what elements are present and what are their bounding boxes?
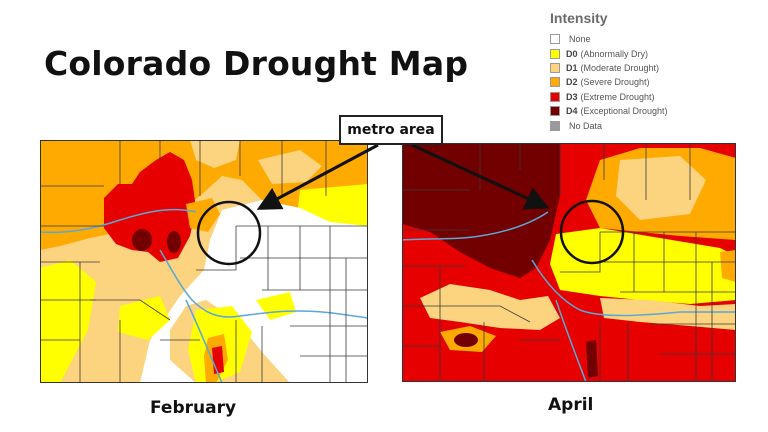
d3-region <box>212 346 224 374</box>
legend-label: No Data <box>569 120 603 131</box>
d1-region <box>616 156 706 220</box>
legend-label: (Severe Drought) <box>580 77 650 88</box>
d1-region <box>600 298 736 330</box>
legend-item-d3: D3 (Extreme Drought) <box>550 90 760 104</box>
legend-swatch-d3 <box>550 91 560 102</box>
callout-arrow-april <box>411 143 550 210</box>
legend-item-d4: D4 (Exceptional Drought) <box>550 104 760 118</box>
legend-swatch-d1 <box>550 62 560 73</box>
page-title: Colorado Drought Map <box>44 44 469 83</box>
river-lines <box>185 299 223 383</box>
legend-item-none: None <box>550 32 760 46</box>
river-lines <box>555 299 587 382</box>
d2-region <box>720 250 736 282</box>
legend-swatch-no-data <box>550 120 560 131</box>
legend-swatch-none <box>550 34 560 45</box>
d4-region <box>132 229 152 251</box>
d1-region <box>258 150 322 184</box>
legend-code: D1 <box>566 62 578 73</box>
legend-title: Intensity <box>550 10 608 26</box>
d4-region <box>167 231 181 253</box>
legend-swatch-d0 <box>550 48 560 59</box>
d0-region <box>40 260 96 383</box>
river-lines <box>40 208 368 319</box>
d4-region <box>402 143 560 278</box>
callout-arrow-february <box>256 143 379 210</box>
none-region <box>140 200 368 383</box>
april-label: April <box>548 395 594 415</box>
metro-area-callout: metro area <box>339 115 443 145</box>
river-lines <box>402 211 736 317</box>
state-border <box>40 140 368 383</box>
d1-region <box>190 140 240 168</box>
county-borders <box>40 140 368 383</box>
legend-code: D2 <box>566 77 578 88</box>
metro-area-circle-april <box>559 199 625 265</box>
february-map <box>40 140 368 383</box>
legend-item-no-data: No Data <box>550 118 760 132</box>
april-map <box>402 143 736 382</box>
february-label: February <box>150 398 237 418</box>
legend-label: (Moderate Drought) <box>580 62 660 73</box>
county-borders <box>402 143 736 382</box>
intensity-legend: Intensity None D0 (Abnormally Dry) D1 (M… <box>550 10 760 133</box>
d0-region <box>118 296 170 340</box>
legend-code: D3 <box>566 91 578 102</box>
legend-code: D0 <box>566 48 578 59</box>
d4-region <box>586 340 598 378</box>
legend-item-d1: D1 (Moderate Drought) <box>550 61 760 75</box>
legend-item-d2: D2 (Severe Drought) <box>550 75 760 89</box>
legend-label: (Exceptional Drought) <box>580 106 668 117</box>
legend-label: None <box>569 34 591 45</box>
d1-region <box>420 284 560 330</box>
legend-swatch-d4 <box>550 106 560 117</box>
legend-label: (Abnormally Dry) <box>580 48 649 59</box>
legend-item-d0: D0 (Abnormally Dry) <box>550 46 760 60</box>
legend-code: D4 <box>566 106 578 117</box>
metro-area-circle-february <box>196 200 262 266</box>
legend-label: (Extreme Drought) <box>580 91 655 102</box>
legend-swatch-d2 <box>550 77 560 88</box>
state-border <box>402 143 736 382</box>
d4-region <box>454 333 478 347</box>
d0-region <box>550 228 736 304</box>
